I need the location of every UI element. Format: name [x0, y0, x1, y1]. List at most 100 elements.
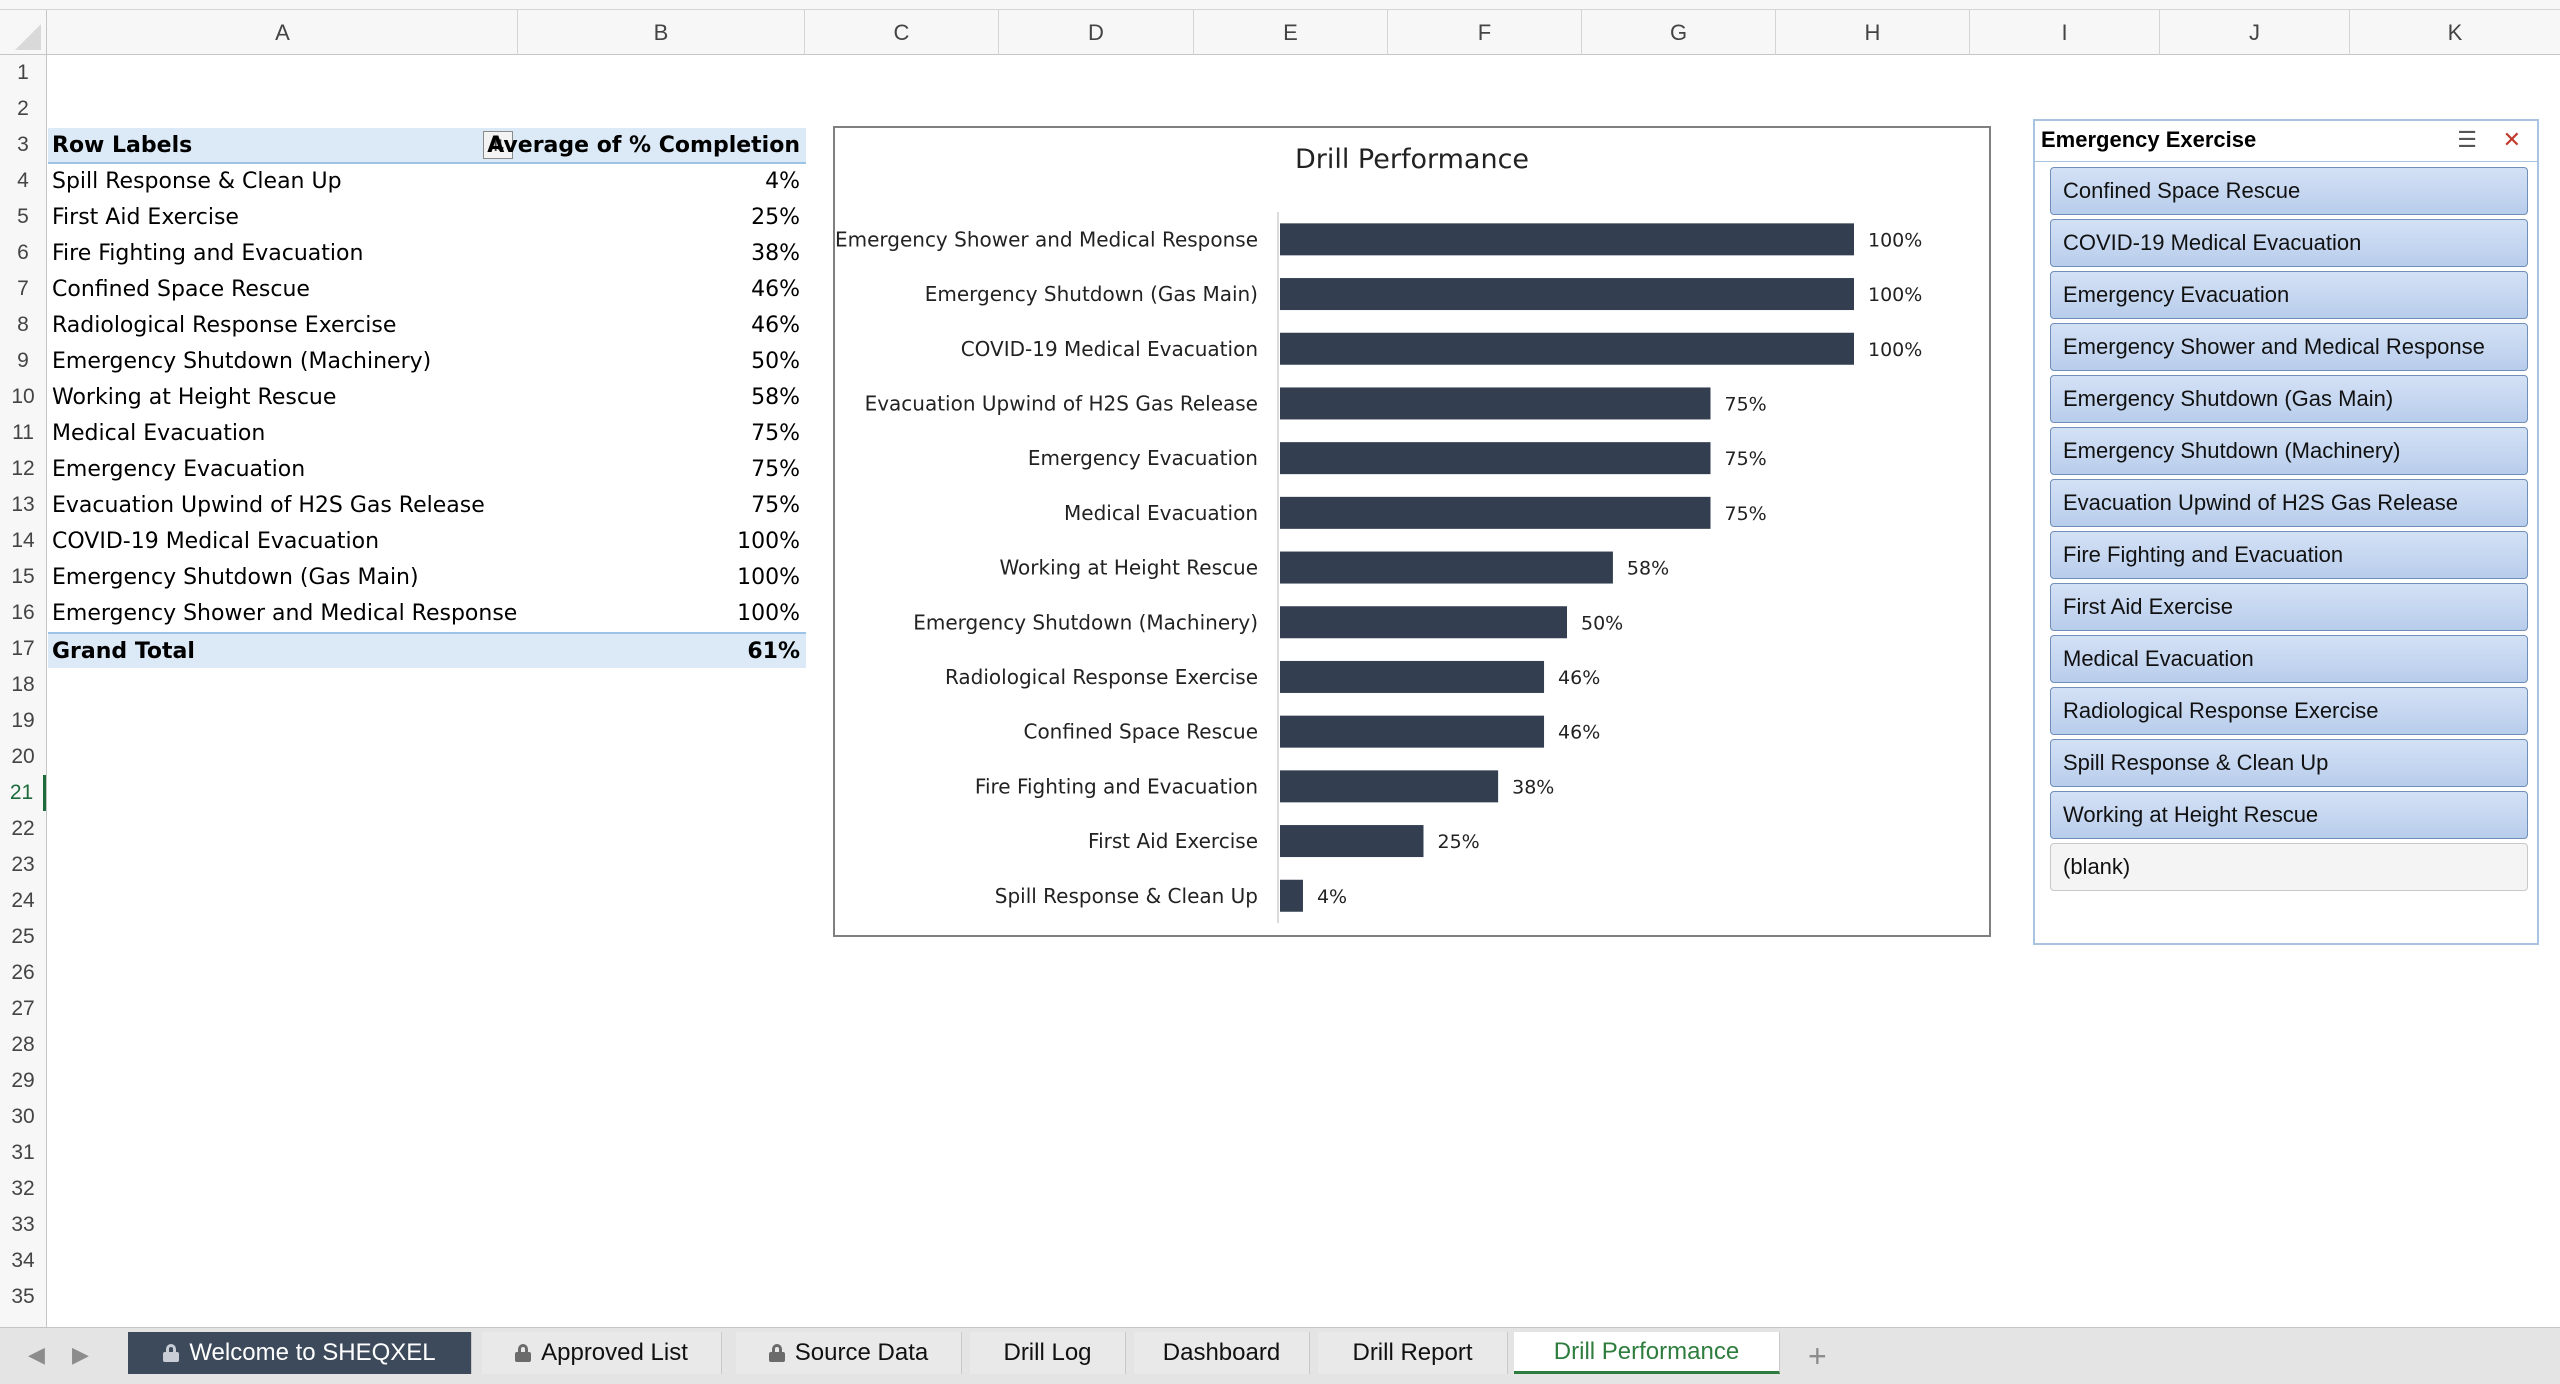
pivot-row[interactable]: First Aid Exercise 25% — [48, 200, 806, 236]
row-header-13[interactable]: 13 — [11, 493, 35, 516]
row-header-23[interactable]: 23 — [11, 853, 35, 876]
tab-dashboard[interactable]: Dashboard — [1134, 1332, 1310, 1374]
tab-drill-report[interactable]: Drill Report — [1318, 1332, 1508, 1374]
slicer-item[interactable]: Emergency Shutdown (Machinery) — [2050, 427, 2528, 475]
slicer-item[interactable]: Medical Evacuation — [2050, 635, 2528, 683]
previous-sheet-icon[interactable]: ◀ — [28, 1342, 45, 1367]
tab-drill-performance[interactable]: Drill Performance — [1514, 1332, 1780, 1374]
row-header-10[interactable]: 10 — [11, 385, 35, 408]
emergency-exercise-slicer[interactable]: Emergency Exercise ☰ ✕ Confined Space Re… — [2033, 119, 2539, 945]
row-header-30[interactable]: 30 — [11, 1105, 35, 1128]
slicer-item[interactable]: COVID-19 Medical Evacuation — [2050, 219, 2528, 267]
slicer-item[interactable]: Emergency Shower and Medical Response — [2050, 323, 2528, 371]
clear-filter-icon[interactable]: ✕ — [2502, 127, 2521, 152]
pivot-row[interactable]: Medical Evacuation 75% — [48, 416, 806, 452]
slicer-item[interactable]: Emergency Evacuation — [2050, 271, 2528, 319]
chart-bar[interactable] — [1280, 551, 1613, 584]
next-sheet-icon[interactable]: ▶ — [72, 1342, 89, 1367]
chart-bar[interactable] — [1280, 606, 1567, 639]
tab-approved-list[interactable]: Approved List — [482, 1332, 722, 1374]
slicer-item[interactable]: Confined Space Rescue — [2050, 167, 2528, 215]
column-header-a[interactable]: A — [48, 10, 518, 55]
pivot-row[interactable]: Emergency Shutdown (Machinery) 50% — [48, 344, 806, 380]
drill-performance-chart[interactable]: Drill Performance Emergency Shower and M… — [833, 126, 1991, 937]
slicer-item[interactable]: Spill Response & Clean Up — [2050, 739, 2528, 787]
row-header-8[interactable]: 8 — [17, 313, 29, 336]
pivot-row[interactable]: Evacuation Upwind of H2S Gas Release 75% — [48, 488, 806, 524]
row-header-34[interactable]: 34 — [11, 1249, 35, 1272]
chart-bar[interactable] — [1280, 387, 1711, 420]
slicer-item[interactable]: (blank) — [2050, 843, 2528, 891]
column-header-c[interactable]: C — [805, 10, 999, 55]
add-sheet-button[interactable]: + — [1808, 1338, 1827, 1374]
chart-bar[interactable] — [1280, 825, 1424, 858]
column-header-d[interactable]: D — [999, 10, 1194, 55]
pivot-row[interactable]: Fire Fighting and Evacuation 38% — [48, 236, 806, 272]
sort-filter-icon[interactable]: ⇅ — [483, 131, 513, 159]
tab-welcome-to-sheqxel[interactable]: Welcome to SHEQXEL — [128, 1332, 472, 1374]
multi-select-icon[interactable]: ☰ — [2457, 127, 2477, 152]
row-header-24[interactable]: 24 — [11, 889, 35, 912]
column-header-e[interactable]: E — [1194, 10, 1388, 55]
row-header-35[interactable]: 35 — [11, 1285, 35, 1308]
row-header-7[interactable]: 7 — [17, 277, 29, 300]
row-header-3[interactable]: 3 — [17, 133, 29, 156]
column-header-i[interactable]: I — [1970, 10, 2160, 55]
chart-bar[interactable] — [1280, 496, 1711, 529]
row-header-12[interactable]: 12 — [11, 457, 35, 480]
chart-bar[interactable] — [1280, 770, 1499, 803]
slicer-item[interactable]: First Aid Exercise — [2050, 583, 2528, 631]
column-header-h[interactable]: H — [1776, 10, 1970, 55]
pivot-row[interactable]: Emergency Shower and Medical Response 100… — [48, 596, 806, 632]
pivot-row[interactable]: Working at Height Rescue 58% — [48, 380, 806, 416]
row-header-2[interactable]: 2 — [17, 97, 29, 120]
row-header-21[interactable]: 21 — [0, 775, 46, 811]
column-header-f[interactable]: F — [1388, 10, 1582, 55]
chart-bar[interactable] — [1280, 879, 1303, 912]
tab-drill-log[interactable]: Drill Log — [970, 1332, 1126, 1374]
row-header-27[interactable]: 27 — [11, 997, 35, 1020]
row-header-31[interactable]: 31 — [11, 1141, 35, 1164]
tab-source-data[interactable]: Source Data — [736, 1332, 962, 1374]
pivot-grand-total-row[interactable]: Grand Total 61% — [48, 632, 806, 668]
slicer-item[interactable]: Working at Height Rescue — [2050, 791, 2528, 839]
chart-bar[interactable] — [1280, 223, 1854, 256]
slicer-item[interactable]: Evacuation Upwind of H2S Gas Release — [2050, 479, 2528, 527]
column-header-g[interactable]: G — [1582, 10, 1776, 55]
chart-bar[interactable] — [1280, 660, 1545, 693]
row-header-17[interactable]: 17 — [11, 637, 35, 660]
slicer-item[interactable]: Radiological Response Exercise — [2050, 687, 2528, 735]
row-header-4[interactable]: 4 — [17, 169, 29, 192]
pivot-row[interactable]: Confined Space Rescue 46% — [48, 272, 806, 308]
row-header-28[interactable]: 28 — [11, 1033, 35, 1056]
pivot-row[interactable]: Spill Response & Clean Up 4% — [48, 164, 806, 200]
pivot-row[interactable]: Emergency Evacuation 75% — [48, 452, 806, 488]
column-header-j[interactable]: J — [2160, 10, 2350, 55]
chart-bar[interactable] — [1280, 715, 1545, 748]
row-header-11[interactable]: 11 — [12, 421, 34, 444]
column-header-k[interactable]: K — [2447, 19, 2463, 45]
pivot-header-row[interactable]: Row Labels ⇅ Average of % Completion — [48, 128, 806, 164]
column-header-b[interactable]: B — [518, 10, 805, 55]
slicer-item[interactable]: Fire Fighting and Evacuation — [2050, 531, 2528, 579]
row-header-6[interactable]: 6 — [17, 241, 29, 264]
row-header-22[interactable]: 22 — [11, 817, 35, 840]
row-header-16[interactable]: 16 — [11, 601, 35, 624]
row-header-25[interactable]: 25 — [11, 925, 35, 948]
row-header-15[interactable]: 15 — [11, 565, 35, 588]
row-header-1[interactable]: 1 — [17, 61, 29, 84]
row-header-18[interactable]: 18 — [11, 673, 35, 696]
pivot-row[interactable]: COVID-19 Medical Evacuation 100% — [48, 524, 806, 560]
row-header-20[interactable]: 20 — [11, 745, 35, 768]
chart-bar[interactable] — [1280, 332, 1854, 365]
pivot-row[interactable]: Emergency Shutdown (Gas Main) 100% — [48, 560, 806, 596]
row-header-33[interactable]: 33 — [11, 1213, 35, 1236]
row-header-9[interactable]: 9 — [17, 349, 29, 372]
row-header-26[interactable]: 26 — [11, 961, 35, 984]
pivot-row[interactable]: Radiological Response Exercise 46% — [48, 308, 806, 344]
row-header-19[interactable]: 19 — [11, 709, 35, 732]
row-header-14[interactable]: 14 — [11, 529, 35, 552]
select-all-corner[interactable] — [0, 10, 47, 55]
chart-bar[interactable] — [1280, 278, 1854, 311]
row-header-5[interactable]: 5 — [17, 205, 29, 228]
